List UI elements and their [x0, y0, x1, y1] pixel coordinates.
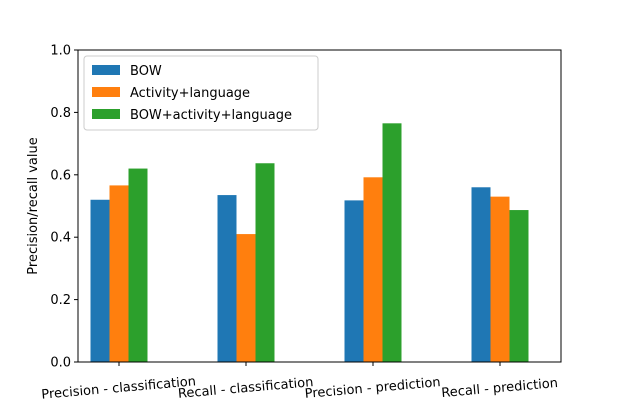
y-tick-label: 0.6 — [50, 168, 71, 183]
y-axis-ticks: 0.0 0.2 0.4 0.6 0.8 1.0 — [50, 44, 78, 371]
y-tick-label: 0.4 — [50, 231, 71, 246]
legend: BOW Activity+language BOW+activity+languag… — [83, 55, 319, 131]
bar-bow-activity-language-3 — [382, 123, 402, 362]
bar-bow-activity-language-4 — [509, 210, 529, 362]
bar-bow-3 — [344, 200, 364, 362]
y-tick-label: 0.8 — [50, 106, 71, 121]
y-tick-label: 0.2 — [50, 293, 71, 308]
bar-activity-language-4 — [490, 196, 510, 362]
legend-swatch — [92, 65, 120, 75]
bar-bow-4 — [471, 187, 491, 362]
bar-bow-2 — [217, 195, 237, 362]
plot-frame — [77, 49, 562, 363]
y-tick-label: 1.0 — [50, 44, 71, 59]
bar-activity-language-3 — [363, 177, 383, 362]
y-tick-label: 0.0 — [50, 356, 71, 371]
legend-swatch — [92, 109, 120, 119]
legend-label: Activity+language — [130, 86, 250, 101]
legend-swatch — [92, 87, 120, 97]
bar-activity-language-2 — [236, 234, 256, 362]
legend-box — [83, 55, 319, 131]
bar-bow-activity-language-2 — [255, 163, 275, 362]
bar-activity-language-1 — [109, 185, 129, 362]
legend-label: BOW+activity+language — [130, 108, 292, 123]
y-axis-label: Precision/recall value — [26, 137, 41, 274]
bar-bow-activity-language-1 — [128, 168, 148, 362]
bar-bow-1 — [90, 199, 110, 362]
legend-label: BOW — [130, 64, 162, 79]
bars-group — [90, 123, 529, 362]
